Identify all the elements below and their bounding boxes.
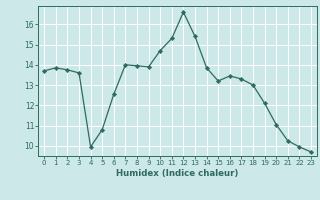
X-axis label: Humidex (Indice chaleur): Humidex (Indice chaleur): [116, 169, 239, 178]
